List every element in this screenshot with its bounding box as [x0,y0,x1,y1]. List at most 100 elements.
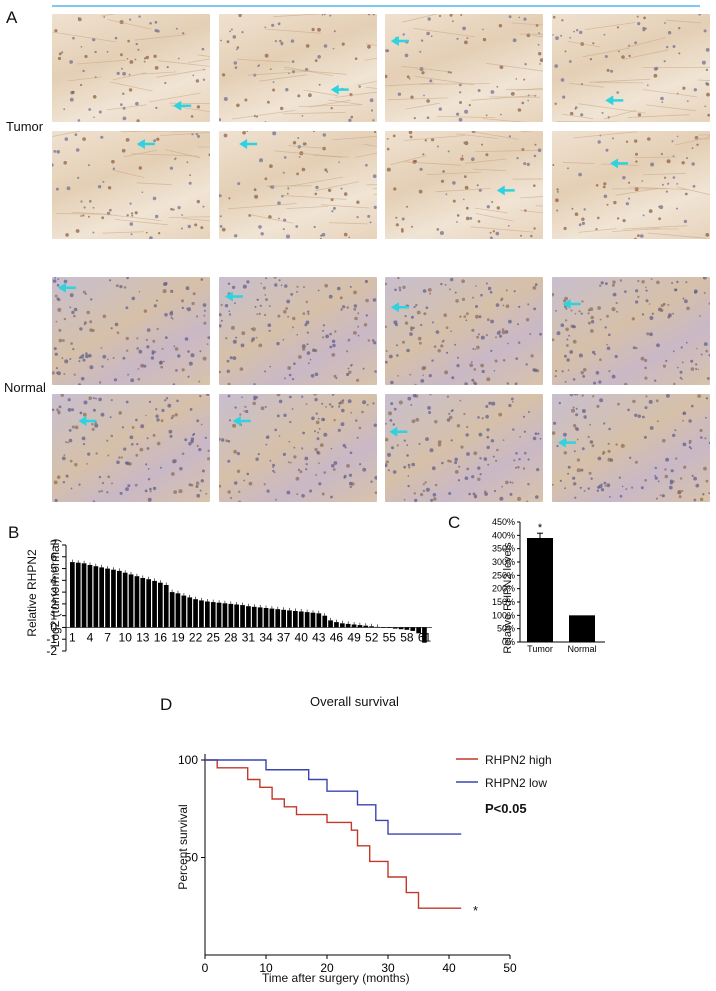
cyan-arrow-icon [136,138,155,149]
b-bar [122,572,128,628]
b-bar [416,627,421,634]
b-x-tick-label: 16 [154,630,168,644]
b-x-tick-label: 43 [312,630,326,644]
b-bar [210,602,216,628]
b-x-tick-label: 61 [418,630,432,644]
b-bar [246,606,251,628]
d-y-tick-label: 100 [178,753,198,767]
cyan-arrow-icon [562,299,581,309]
b-bar [334,622,339,628]
top-rule [52,5,700,7]
cyan-arrow-icon [330,84,349,95]
b-bar [340,623,345,628]
cyan-arrow-icon [390,36,409,46]
b-x-tick-label: 31 [242,630,256,644]
panel-b-ylabel-line1: Relative RHPN2 [25,549,39,637]
d-x-tick-label: 20 [320,961,334,975]
panel-b-ylabel-line2: Log2 (tumor/normal) [48,538,62,648]
b-bar [363,625,369,628]
b-y-tick-label: 3 [50,585,57,599]
survival-title: Overall survival [310,694,399,709]
bar-chart-c: 0% 50% 100% 150% 200% 250% 300% 350% 400% 450% * Tu… [470,512,630,662]
cyan-arrow-icon [57,282,76,293]
b-bar [357,625,363,628]
tumor-micrograph-3 [385,14,543,122]
b-bar [240,605,245,628]
cyan-arrow-icon [557,437,576,448]
b-bar [75,562,81,628]
normal-micrograph-3 [385,277,543,385]
b-y-tick-label: 6 [50,550,57,564]
survival-xlabel: Time after surgery (months) [262,971,410,985]
b-bar [269,608,275,628]
b-bar [275,609,281,628]
cyan-arrow-icon [78,416,97,426]
bar-chart-b: -2 -1 0 1 2 3 4 5 6 7 1 4 7 10 13 16 19 22 25 28 31 34 37 40 43 4… [14,535,444,660]
normal-micrograph-1 [52,277,210,385]
panel-a-letter: A [6,8,18,27]
significance-star: * [473,903,479,918]
b-x-tick-label: 7 [104,630,111,644]
b-bar [293,611,298,628]
b-bar [117,570,122,628]
b-bar [70,562,75,628]
tumor-micrograph-5 [52,131,210,239]
tumor-micrograph-8 [552,131,710,239]
c-significance-star: * [538,522,543,534]
tumor-micrograph-2 [219,14,377,122]
b-bar [193,599,198,628]
d-x-tick-label: 50 [503,961,517,975]
b-bar [87,565,93,628]
normal-row-label: Normal [4,380,46,395]
b-bar [99,567,104,628]
normal-micrograph-7 [385,394,543,502]
b-x-tick-label: 34 [259,630,273,644]
d-x-tick-label: 30 [381,961,395,975]
b-bar [381,627,386,628]
d-x-tick-label: 40 [442,961,456,975]
b-bar [134,576,140,628]
b-bar [263,608,269,628]
b-bar [375,626,380,628]
b-y-tick-label: 4 [50,573,57,587]
b-y-tick-label: -2 [46,644,57,658]
d-curve-high [205,759,462,909]
legend-high-label: RHPN2 high [485,753,552,767]
b-y-tick-label: 7 [50,538,57,552]
b-bar [392,627,398,629]
b-bar [146,579,151,628]
d-x-tick-label: 0 [202,961,209,975]
c-y-tick-label: 350% [492,544,515,554]
cyan-arrow-icon [389,426,408,437]
b-bar [304,612,310,628]
survival-ylabel: Percent survival [176,804,190,890]
b-bar [310,612,316,628]
b-x-tick-label: 55 [383,630,397,644]
b-x-tick-label: 40 [295,630,309,644]
b-x-tick-label: 10 [119,630,133,644]
tumor-micrograph-7 [385,131,543,239]
normal-micrograph-8 [552,394,710,502]
b-x-tick-label: 4 [87,630,94,644]
b-bar [316,613,322,628]
panel-b-letter: B [8,523,20,542]
b-bar [152,580,157,628]
b-bar [216,602,222,628]
b-x-tick-label: 49 [347,630,361,644]
b-x-tick-label: 1 [69,630,76,644]
b-bar [111,569,116,628]
b-y-tick-label: 5 [50,562,57,576]
b-y-tick-label: 1 [50,609,57,623]
panel-c-letter: C [448,513,461,532]
b-bar [398,627,404,630]
b-bar [205,601,210,628]
cyan-arrow-icon [390,302,409,313]
c-y-tick-label: 50% [497,624,515,634]
b-x-tick-label: 46 [330,630,344,644]
c-bar-tumor [527,538,553,642]
c-x-tick-label: Tumor [527,644,553,654]
panel-c-ylabel: Relative RHPN2 levels [502,542,514,654]
b-x-tick-label: 19 [171,630,185,644]
cyan-arrow-icon [496,185,515,196]
tumor-micrograph-1 [52,14,210,122]
